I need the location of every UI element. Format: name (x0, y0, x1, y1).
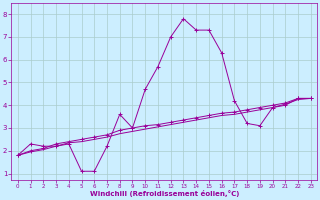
X-axis label: Windchill (Refroidissement éolien,°C): Windchill (Refroidissement éolien,°C) (90, 190, 239, 197)
